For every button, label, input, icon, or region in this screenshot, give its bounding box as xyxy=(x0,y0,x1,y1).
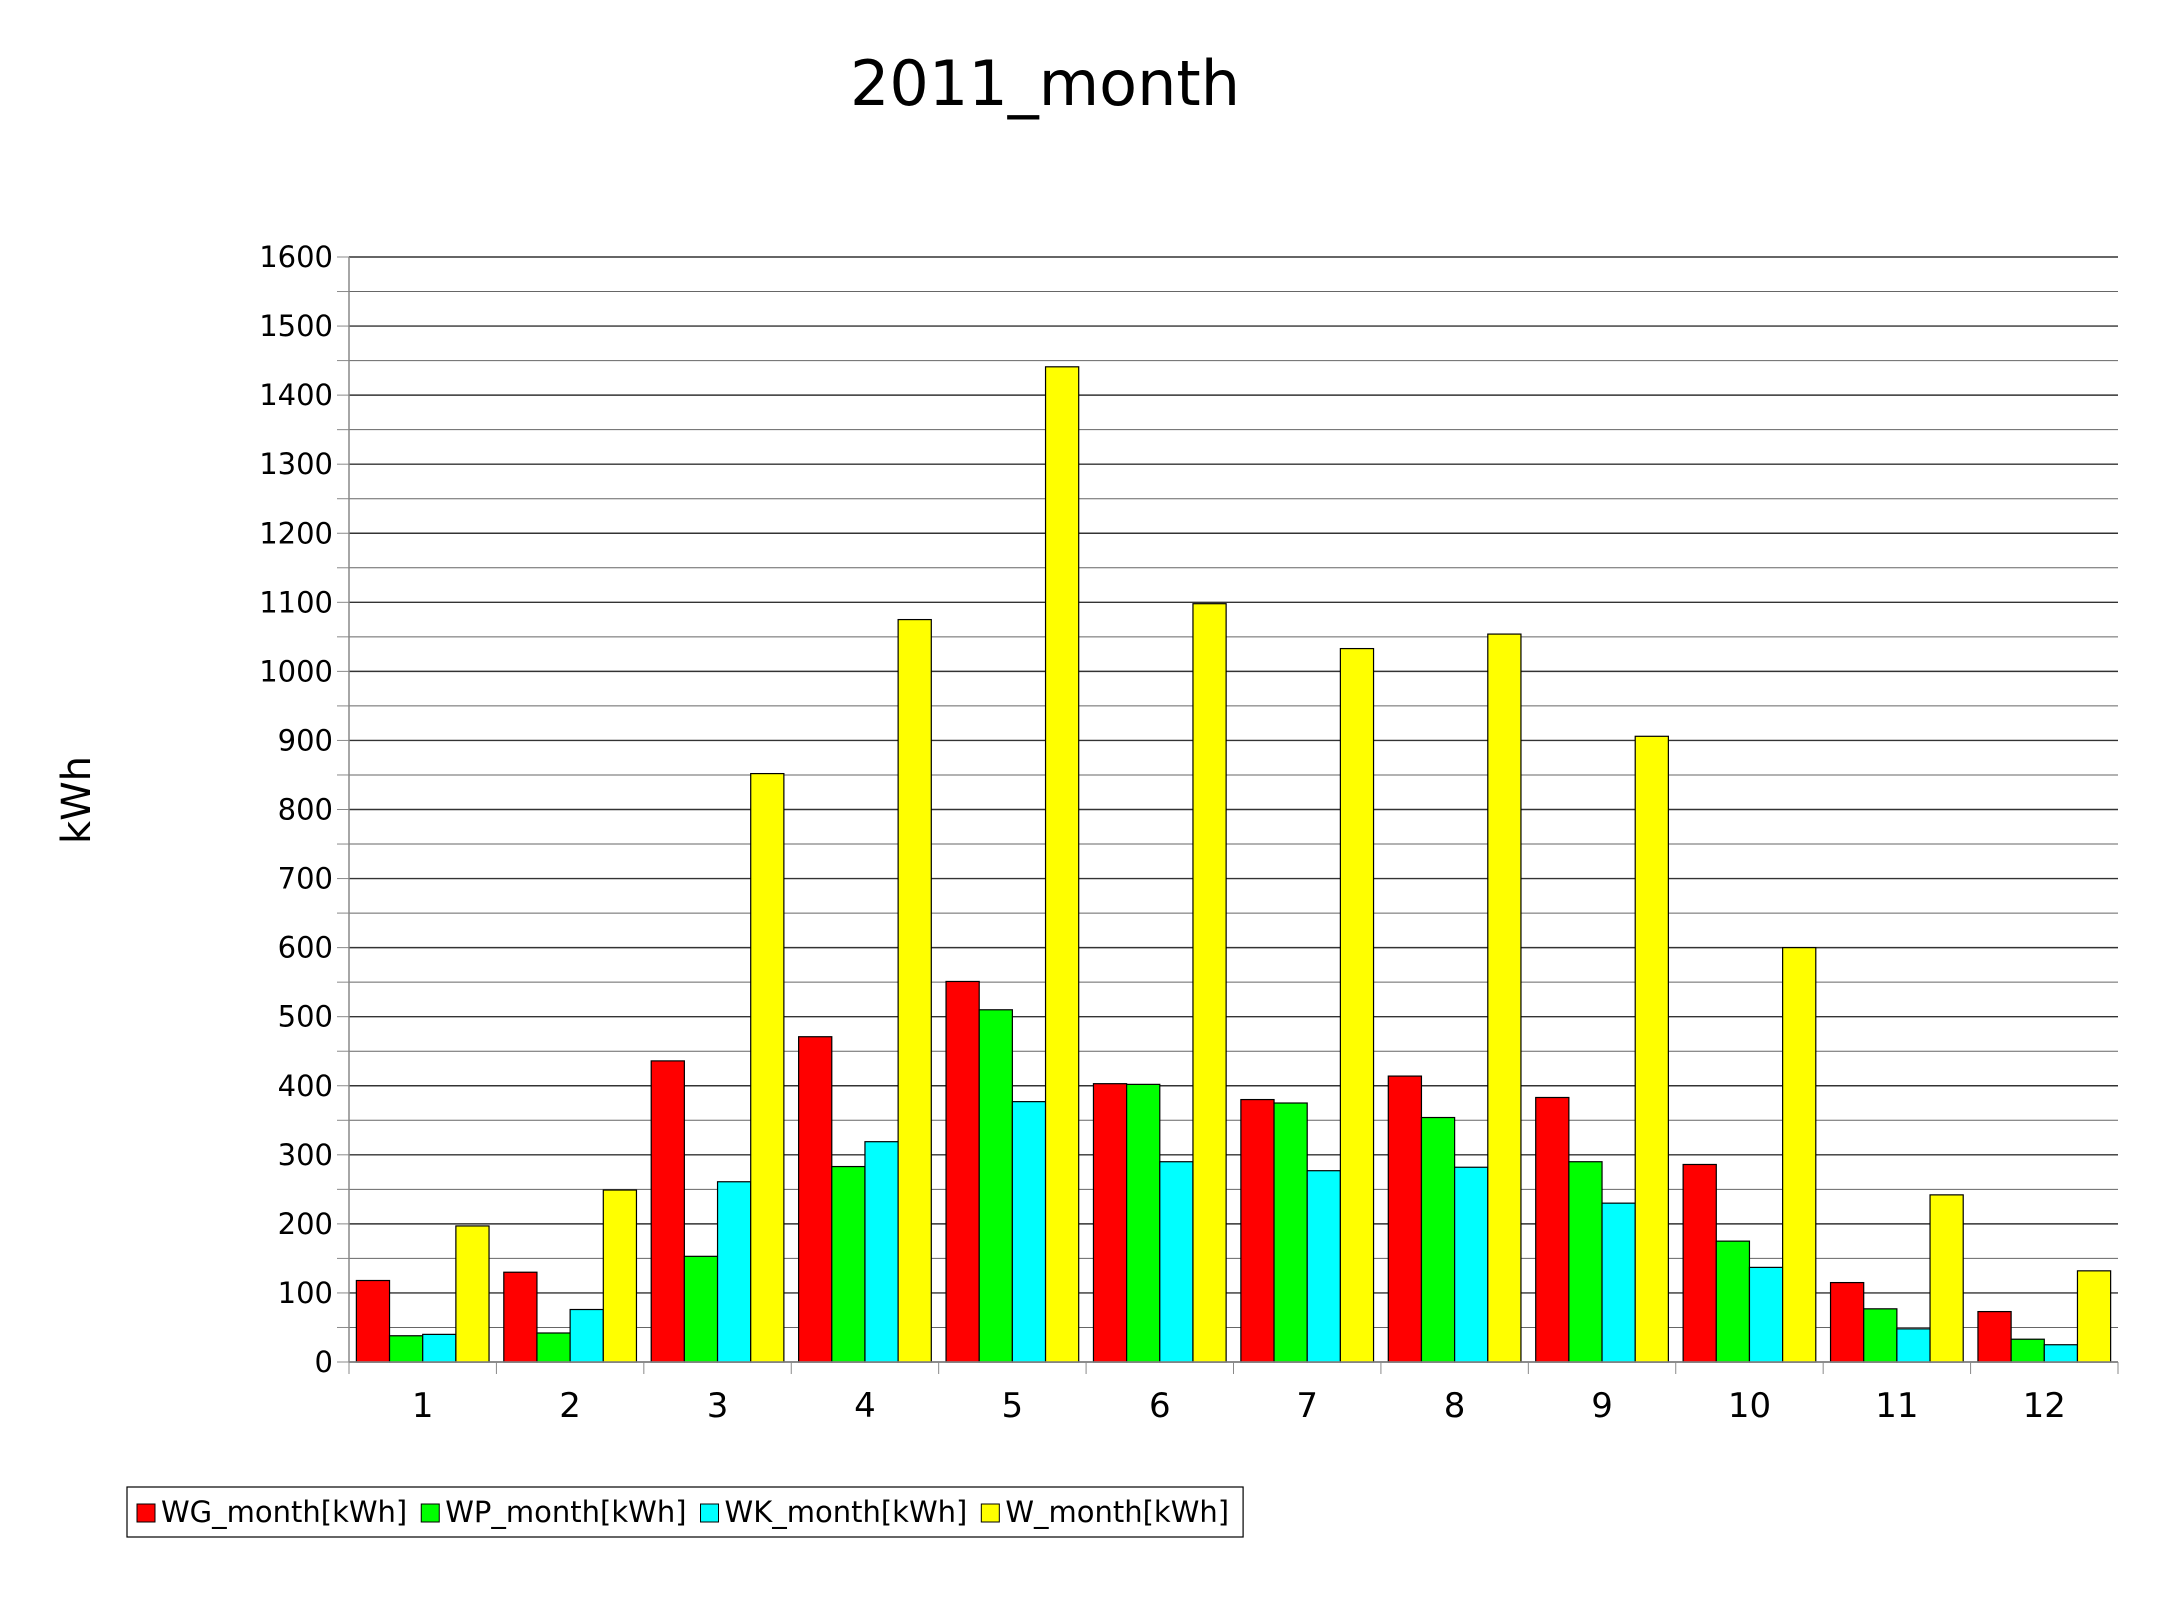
bar-WP_month[kWh]-6 xyxy=(1126,1083,1161,1363)
legend: WG_month[kWh] WP_month[kWh] WK_month[kWh] W… xyxy=(126,1486,1244,1538)
bar-WK_month[kWh]-7 xyxy=(1306,1170,1341,1363)
bar-W_month[kWh]-12 xyxy=(2076,1270,2112,1363)
y-tick-label: 1100 xyxy=(259,585,333,619)
bar-WK_month[kWh]-6 xyxy=(1159,1161,1194,1363)
bar-WK_month[kWh]-12 xyxy=(2043,1344,2079,1363)
bar-W_month[kWh]-8 xyxy=(1487,633,1522,1363)
legend-label: WK_month[kWh] xyxy=(725,1495,968,1529)
bar-W_month[kWh]-11 xyxy=(1929,1194,1964,1363)
bar-WG_month[kWh]-7 xyxy=(1240,1098,1275,1363)
legend-swatch xyxy=(420,1503,440,1523)
axes: 0 100 200 300 400 500 600 700 800 900 1000 1100 1200… xyxy=(259,240,2119,1426)
bar-WP_month[kWh]-2 xyxy=(536,1332,571,1363)
bar-WP_month[kWh]-4 xyxy=(831,1165,866,1363)
legend-label: W_month[kWh] xyxy=(1005,1495,1229,1529)
bar-WG_month[kWh]-11 xyxy=(1829,1281,1865,1363)
y-tick-label: 700 xyxy=(278,862,333,896)
y-tick-label: 1000 xyxy=(259,654,333,688)
x-tick-label: 11 xyxy=(1875,1386,1918,1426)
bar-W_month[kWh]-7 xyxy=(1339,647,1375,1363)
bar-W_month[kWh]-9 xyxy=(1634,735,1669,1363)
bar-WP_month[kWh]-5 xyxy=(978,1009,1013,1363)
legend-swatch xyxy=(980,1503,1000,1523)
grid-lines xyxy=(349,256,2118,1363)
bar-WG_month[kWh]-8 xyxy=(1387,1075,1423,1363)
x-tick-label: 2 xyxy=(559,1386,581,1426)
y-axis-label: kWh xyxy=(54,756,100,844)
y-tick-label: 1300 xyxy=(259,447,333,481)
y-tick-label: 500 xyxy=(278,1000,333,1034)
x-tick-label: 4 xyxy=(854,1386,876,1426)
bar-WK_month[kWh]-2 xyxy=(569,1308,604,1363)
legend-label: WG_month[kWh] xyxy=(161,1495,407,1529)
bar-WP_month[kWh]-7 xyxy=(1273,1102,1308,1363)
y-tick-label: 800 xyxy=(278,793,333,827)
bar-WG_month[kWh]-6 xyxy=(1092,1083,1128,1363)
bar-WK_month[kWh]-4 xyxy=(864,1141,899,1363)
bar-WP_month[kWh]-10 xyxy=(1715,1240,1751,1363)
bar-W_month[kWh]-2 xyxy=(602,1189,638,1363)
x-tick-label: 9 xyxy=(1591,1386,1613,1426)
x-tick-label: 1 xyxy=(412,1386,434,1426)
legend-swatch xyxy=(136,1503,156,1523)
bar-W_month[kWh]-6 xyxy=(1192,603,1227,1363)
bar-WG_month[kWh]-12 xyxy=(1977,1310,2012,1363)
bar-WG_month[kWh]-3 xyxy=(650,1060,685,1363)
x-tick-label: 12 xyxy=(2023,1386,2066,1426)
chart-title: 2011_month xyxy=(850,47,1240,120)
bar-WP_month[kWh]-1 xyxy=(388,1335,424,1363)
y-tick-label: 400 xyxy=(278,1069,333,1103)
bar-WG_month[kWh]-1 xyxy=(355,1279,391,1363)
y-tick-label: 600 xyxy=(278,931,333,965)
bar-WP_month[kWh]-11 xyxy=(1863,1308,1898,1363)
y-tick-label: 200 xyxy=(278,1207,333,1241)
bar-WG_month[kWh]-4 xyxy=(798,1036,833,1363)
bars xyxy=(355,366,2112,1363)
bar-WK_month[kWh]-9 xyxy=(1601,1202,1636,1363)
bar-WG_month[kWh]-9 xyxy=(1535,1096,1570,1363)
bar-WP_month[kWh]-3 xyxy=(683,1255,719,1363)
bar-WK_month[kWh]-3 xyxy=(716,1181,752,1363)
y-tick-label: 0 xyxy=(315,1345,333,1379)
x-tick-label: 5 xyxy=(1002,1386,1024,1426)
y-tick-label: 1600 xyxy=(259,240,333,274)
y-tick-label: 1400 xyxy=(259,378,333,412)
legend-swatch xyxy=(700,1503,720,1523)
bar-WK_month[kWh]-10 xyxy=(1748,1266,1784,1363)
bar-WP_month[kWh]-8 xyxy=(1420,1116,1456,1363)
x-tick-label: 3 xyxy=(707,1386,729,1426)
bar-W_month[kWh]-4 xyxy=(897,618,932,1363)
x-tick-label: 7 xyxy=(1296,1386,1318,1426)
bar-WK_month[kWh]-5 xyxy=(1011,1101,1047,1363)
bar-WP_month[kWh]-12 xyxy=(2010,1338,2045,1363)
bar-WK_month[kWh]-1 xyxy=(422,1333,457,1363)
x-tick-label: 6 xyxy=(1149,1386,1171,1426)
bar-WP_month[kWh]-9 xyxy=(1568,1161,1603,1363)
y-tick-label: 300 xyxy=(278,1138,333,1172)
bar-W_month[kWh]-3 xyxy=(750,772,785,1363)
x-tick-label: 8 xyxy=(1444,1386,1466,1426)
bar-WG_month[kWh]-5 xyxy=(945,980,980,1363)
bar-WK_month[kWh]-11 xyxy=(1896,1328,1931,1363)
legend-box xyxy=(126,1486,1244,1538)
y-tick-label: 100 xyxy=(278,1276,333,1310)
bar-W_month[kWh]-5 xyxy=(1044,366,1080,1363)
x-tick-label: 10 xyxy=(1728,1386,1771,1426)
bar-WK_month[kWh]-8 xyxy=(1454,1166,1489,1363)
bar-WG_month[kWh]-10 xyxy=(1682,1163,1717,1363)
y-tick-label: 1500 xyxy=(259,309,333,343)
y-tick-label: 900 xyxy=(278,723,333,757)
bar-WG_month[kWh]-2 xyxy=(503,1271,538,1363)
bar-W_month[kWh]-10 xyxy=(1782,947,1817,1363)
bar-W_month[kWh]-1 xyxy=(455,1225,490,1363)
legend-label: WP_month[kWh] xyxy=(445,1495,686,1529)
y-tick-label: 1200 xyxy=(259,516,333,550)
